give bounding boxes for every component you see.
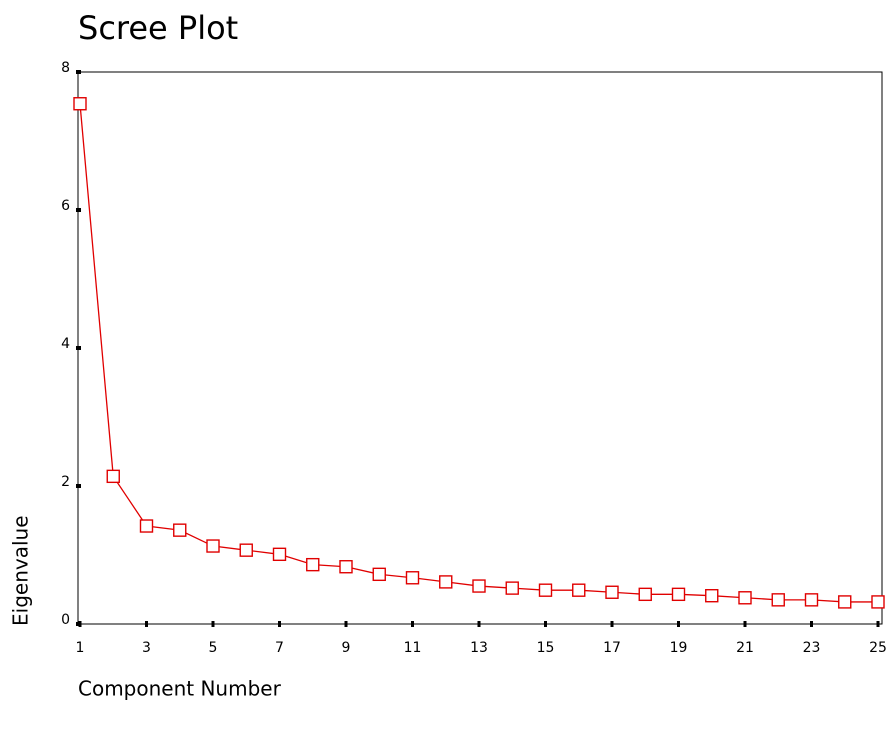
data-point <box>871 595 885 609</box>
y-tick-label: 0 <box>61 612 70 628</box>
y-tick-label: 4 <box>61 336 70 352</box>
x-tick-label: 25 <box>869 640 887 656</box>
x-tick-mark <box>544 621 547 627</box>
data-point <box>538 583 553 597</box>
x-tick-label: 5 <box>209 640 218 656</box>
x-tick-label: 7 <box>275 640 284 656</box>
x-tick-mark <box>677 621 680 627</box>
x-tick-mark <box>278 621 281 627</box>
x-tick-label: 15 <box>537 640 555 656</box>
x-tick-mark <box>876 621 880 627</box>
x-tick-label: 9 <box>342 640 351 656</box>
data-point <box>804 593 819 607</box>
x-tick-mark <box>344 621 348 627</box>
x-tick-label: 17 <box>603 640 621 656</box>
x-tick-mark <box>411 621 414 627</box>
plot-frame <box>77 71 883 625</box>
y-axis-label: Eigenvalue <box>9 516 33 627</box>
x-tick-label: 13 <box>470 640 488 656</box>
x-tick-label: 21 <box>736 640 754 656</box>
y-tick-mark <box>76 208 81 212</box>
data-point <box>605 585 619 599</box>
x-tick-mark <box>78 621 82 627</box>
data-point <box>671 587 686 602</box>
data-point <box>306 557 320 572</box>
x-tick-mark <box>743 621 747 627</box>
data-point <box>439 575 453 589</box>
x-tick-mark <box>810 621 813 627</box>
x-tick-label: 23 <box>803 640 821 656</box>
data-line <box>79 103 878 603</box>
data-point <box>705 589 719 603</box>
data-point <box>173 523 187 537</box>
data-point <box>239 543 253 557</box>
chart-title: Scree Plot <box>78 9 238 47</box>
data-point <box>339 560 353 574</box>
y-tick-label: 6 <box>61 198 70 214</box>
x-tick-mark <box>211 621 215 627</box>
x-axis-label: Component Number <box>78 677 282 701</box>
data-point <box>472 579 486 593</box>
data-point <box>405 571 420 585</box>
data-point <box>738 591 752 605</box>
y-tick-mark <box>76 346 81 350</box>
y-tick-mark <box>76 484 81 488</box>
x-tick-mark <box>145 621 148 627</box>
data-point <box>206 539 220 553</box>
y-tick-label: 8 <box>61 60 70 76</box>
data-point <box>771 593 785 607</box>
x-tick-label: 11 <box>404 640 422 656</box>
x-tick-mark <box>477 621 481 627</box>
data-point <box>505 581 519 595</box>
data-point <box>139 519 154 533</box>
y-tick-label: 2 <box>61 474 70 490</box>
data-point <box>638 587 652 602</box>
data-point <box>106 469 120 484</box>
data-point <box>73 97 87 111</box>
x-tick-mark <box>610 621 614 627</box>
x-tick-label: 19 <box>670 640 688 656</box>
data-point <box>372 567 386 582</box>
x-tick-label: 3 <box>142 640 151 656</box>
data-point <box>838 595 852 609</box>
data-point <box>572 583 586 597</box>
data-point <box>272 547 287 562</box>
y-tick-mark <box>76 70 81 74</box>
x-tick-label: 1 <box>76 640 85 656</box>
